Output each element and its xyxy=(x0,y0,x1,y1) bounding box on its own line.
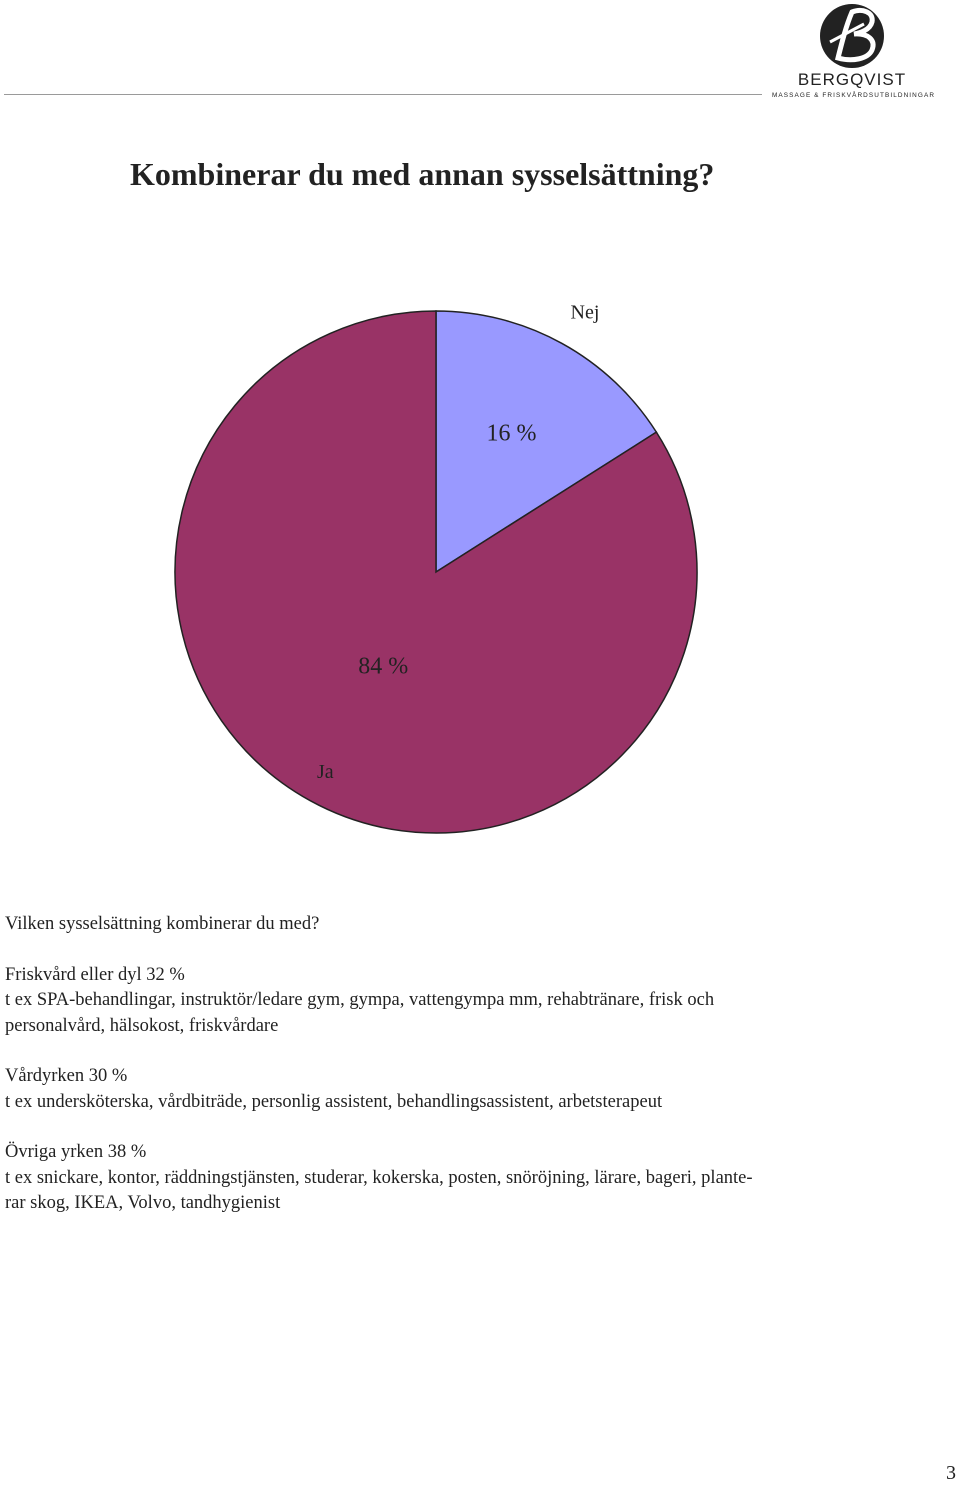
bergqvist-monogram-icon xyxy=(820,4,884,68)
question-heading: Vilken sysselsättning kombinerar du med? xyxy=(5,914,320,934)
answers-section: Vilken sysselsättning kombinerar du med?… xyxy=(5,912,865,1217)
category-heading: Övriga yrken 38 % xyxy=(5,1142,147,1162)
logo-tagline: MASSAGE & FRISKVÅRDSUTBILDNINGAR xyxy=(772,92,936,99)
category-text-line: t ex SPA-behandlingar, instruktör/ledare… xyxy=(5,990,715,1010)
logo-name: BERGQVIST xyxy=(797,70,907,89)
page-number: 3 xyxy=(946,1462,956,1484)
page-title: Kombinerar du med annan sysselsättning? xyxy=(130,156,715,192)
pie-slice-nej xyxy=(435,310,658,574)
pie-chart: 16 % Nej 84 % Ja xyxy=(174,302,698,834)
slice-category-label: Ja xyxy=(317,761,334,783)
bergqvist-logo: BERGQVIST MASSAGE & FRISKVÅRDSUTBILDNING… xyxy=(772,2,936,102)
category-text-line: t ex snickare, kontor, räddningstjänsten… xyxy=(5,1167,753,1188)
header-rule xyxy=(4,94,762,95)
category-text-line: t ex undersköterska, vårdbiträde, person… xyxy=(5,1091,663,1112)
slice-category-label: Nej xyxy=(571,302,600,324)
slice-value-label: 16 % xyxy=(486,420,536,446)
category-text-line: rar skog, IKEA, Volvo, tandhygienist xyxy=(5,1193,281,1213)
category-heading: Vårdyrken 30 % xyxy=(5,1066,128,1086)
category-heading: Friskvård eller dyl 32 % xyxy=(5,964,185,985)
pie-slice-ja xyxy=(174,310,698,834)
category-text-line: personalvård, hälsokost, friskvårdare xyxy=(5,1015,279,1036)
slice-value-label: 84 % xyxy=(358,654,408,680)
